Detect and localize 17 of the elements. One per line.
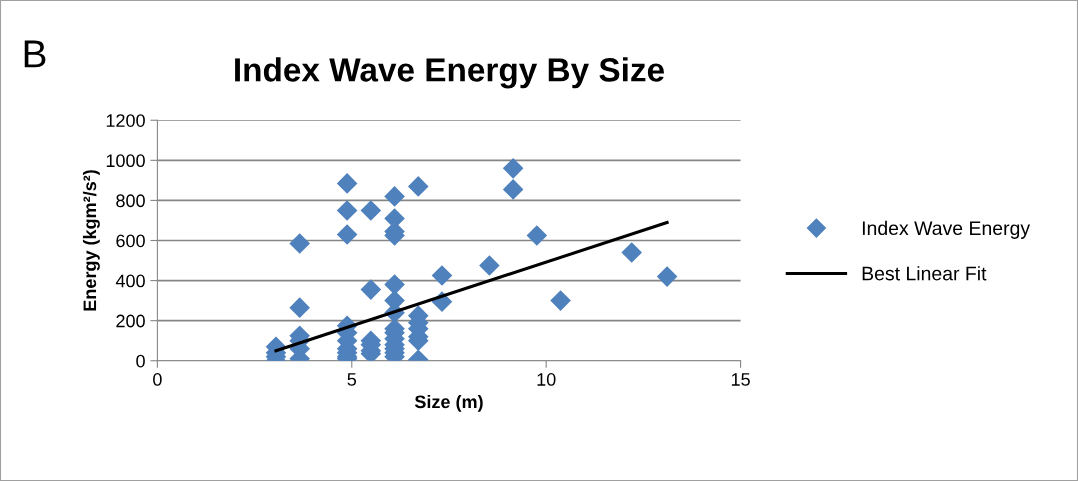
y-tick-label: 800 [116, 194, 145, 208]
y-tick-label: 400 [115, 274, 145, 288]
y-tick-label: 1200 [106, 114, 145, 127]
x-tick-label: 0 [153, 373, 162, 386]
legend-label: Best Linear Fit [862, 266, 987, 281]
y-tick-label: 0 [136, 354, 145, 368]
y-tick-label: 200 [116, 314, 145, 328]
text: B [24, 40, 46, 68]
x-tick-label: 5 [347, 373, 357, 386]
y-tick-label: 600 [116, 234, 145, 248]
legend-label: Index Wave Energy [862, 220, 1031, 239]
chart-title: Index Wave Energy By Size [235, 57, 664, 89]
y-axis-title: Energy (kgm²/s²) [82, 170, 100, 311]
x-axis-title: Size (m) [414, 394, 483, 412]
x-tick-label: 15 [731, 373, 750, 386]
x-tick-label: 10 [537, 373, 556, 386]
y-tick-label: 1000 [106, 154, 145, 168]
